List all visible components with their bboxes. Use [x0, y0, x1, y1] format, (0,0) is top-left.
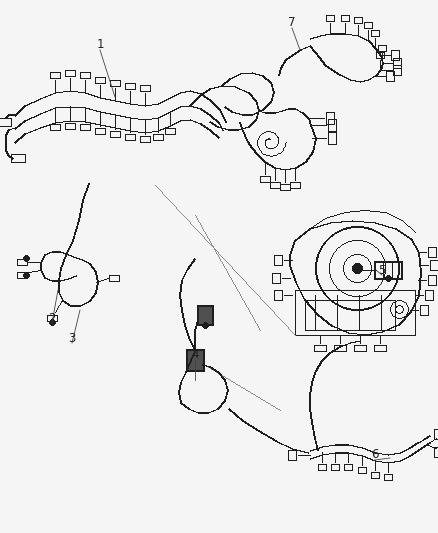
Text: 7: 7 — [288, 15, 296, 28]
Text: 4: 4 — [191, 349, 199, 361]
Text: 6: 6 — [371, 448, 379, 462]
Text: 1: 1 — [96, 38, 104, 52]
Text: 2: 2 — [48, 311, 56, 325]
Text: 5: 5 — [378, 263, 386, 277]
Text: 3: 3 — [68, 332, 76, 344]
